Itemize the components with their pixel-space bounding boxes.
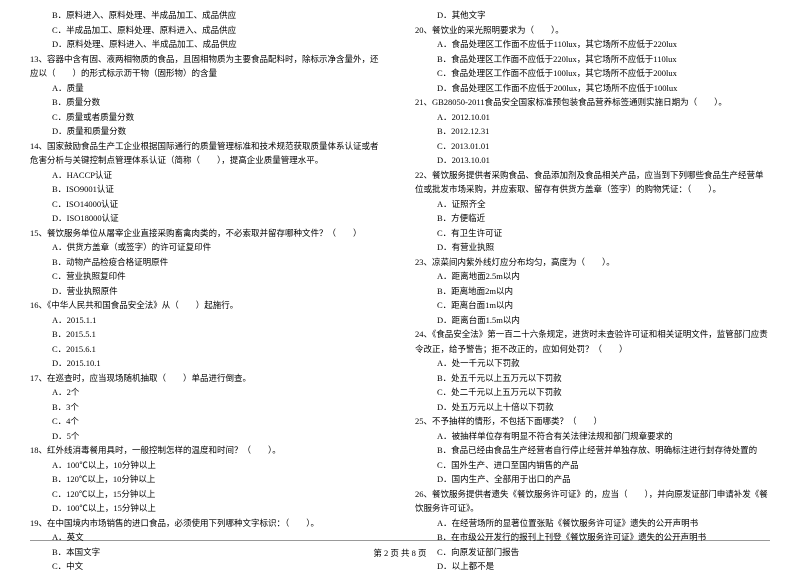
option-line: A．在经营场所的显著位置张贴《餐饮服务许可证》遗失的公开声明书 — [415, 516, 770, 531]
question-line: 21、GB28050-2011食品安全国家标准预包装食品营养标签通则实施日期为（… — [415, 95, 770, 110]
option-line: B．ISO9001认证 — [30, 182, 385, 197]
option-line: A．2015.1.1 — [30, 313, 385, 328]
option-line: D．ISO18000认证 — [30, 211, 385, 226]
option-line: B．食品已经由食品生产经营者自行停止经营并单独存放、明确标注进行封存待处置的 — [415, 443, 770, 458]
option-line: C．4个 — [30, 414, 385, 429]
question-line: 25、不予抽样的情形，不包括下面哪类？（ ） — [415, 414, 770, 429]
option-line: D．其他文字 — [415, 8, 770, 23]
question-line: 14、国家鼓励食品生产工企业根据国际通行的质量管理标准和技术规范获取质量体系认证… — [30, 139, 385, 168]
option-line: C．国外生产、进口至国内销售的产品 — [415, 458, 770, 473]
option-line: B．食品处理区工作面不应低于220lux，其它场所不应低于110lux — [415, 52, 770, 67]
question-line: 18、红外线消毒餐用具时，一般控制怎样的温度和时间？（ ）。 — [30, 443, 385, 458]
option-line: D．100℃以上，15分钟以上 — [30, 501, 385, 516]
option-line: C．半成品加工、原料处理、原料进入、成品供应 — [30, 23, 385, 38]
option-line: C．距离台面1m以内 — [415, 298, 770, 313]
option-line: C．120℃以上，15分钟以上 — [30, 487, 385, 502]
option-line: A．处一千元以下罚款 — [415, 356, 770, 371]
page-footer: 第 2 页 共 8 页 — [0, 547, 800, 559]
option-line: D．营业执照原件 — [30, 284, 385, 299]
option-line: C．质量或者质量分数 — [30, 110, 385, 125]
option-line: D．以上都不是 — [415, 559, 770, 574]
question-line: 20、餐饮业的采光照明要求为（ ）。 — [415, 23, 770, 38]
option-line: A．2012.10.01 — [415, 110, 770, 125]
option-line: D．5个 — [30, 429, 385, 444]
option-line: C．处二千元以上五万元以下罚款 — [415, 385, 770, 400]
option-line: C．中文 — [30, 559, 385, 574]
option-line: D．处五万元以上十倍以下罚款 — [415, 400, 770, 415]
option-line: B．距离地面2m以内 — [415, 284, 770, 299]
option-line: A．2个 — [30, 385, 385, 400]
question-line: 13、容器中含有固、液两相物质的食品，且固相物质为主要食品配料时，除标示净含量外… — [30, 52, 385, 81]
option-line: B．2015.5.1 — [30, 327, 385, 342]
option-line: A．被抽样单位存有明显不符合有关法律法规和部门规章要求的 — [415, 429, 770, 444]
option-line: C．2013.01.01 — [415, 139, 770, 154]
option-line: C．有卫生许可证 — [415, 226, 770, 241]
option-line: B．处五千元以上五万元以下罚款 — [415, 371, 770, 386]
option-line: D．质量和质量分数 — [30, 124, 385, 139]
option-line: B．动物产品检疫合格证明原件 — [30, 255, 385, 270]
option-line: A．HACCP认证 — [30, 168, 385, 183]
left-column: B．原料进入、原料处理、半成品加工、成品供应C．半成品加工、原料处理、原料进入、… — [30, 8, 400, 540]
question-line: 26、餐饮服务提供者遗失《餐饮服务许可证》的，应当（ ），并向原发证部门申请补发… — [415, 487, 770, 516]
page-container: B．原料进入、原料处理、半成品加工、成品供应C．半成品加工、原料处理、原料进入、… — [0, 0, 800, 540]
option-line: C．ISO14000认证 — [30, 197, 385, 212]
option-line: B．120℃以上，10分钟以上 — [30, 472, 385, 487]
option-line: B．在市级公开发行的报刊上刊登《餐饮服务许可证》遗失的公开声明书 — [415, 530, 770, 545]
option-line: B．2012.12.31 — [415, 124, 770, 139]
option-line: A．食品处理区工作面不应低于110lux，其它场所不应低于220lux — [415, 37, 770, 52]
question-line: 22、餐饮服务提供者采购食品、食品添加剂及食品相关产品，应当到下列哪些食品生产经… — [415, 168, 770, 197]
option-line: C．食品处理区工作面不应低于100lux，其它场所不应低于200lux — [415, 66, 770, 81]
option-line: A．英文 — [30, 530, 385, 545]
option-line: D．国内生产、全部用于出口的产品 — [415, 472, 770, 487]
option-line: C．营业执照复印件 — [30, 269, 385, 284]
option-line: B．3个 — [30, 400, 385, 415]
option-line: D．有营业执照 — [415, 240, 770, 255]
option-line: D．原料处理、原料进入、半成品加工、成品供应 — [30, 37, 385, 52]
question-line: 24、《食品安全法》第一百二十六条规定，进货时未查验许可证和相关证明文件，监管部… — [415, 327, 770, 356]
right-column: D．其他文字20、餐饮业的采光照明要求为（ ）。A．食品处理区工作面不应低于11… — [400, 8, 770, 540]
question-line: 19、在中国境内市场销售的进口食品，必须使用下列哪种文字标识：（ ）。 — [30, 516, 385, 531]
option-line: A．质量 — [30, 81, 385, 96]
option-line: D．距离台面1.5m以内 — [415, 313, 770, 328]
option-line: D．2015.10.1 — [30, 356, 385, 371]
option-line: D．2013.10.01 — [415, 153, 770, 168]
question-line: 16、《中华人民共和国食品安全法》从（ ）起施行。 — [30, 298, 385, 313]
option-line: A．供货方盖章（或签字）的许可证复印件 — [30, 240, 385, 255]
question-line: 15、餐饮服务单位从屠宰企业直接采购畜禽肉类的，不必索取并留存哪种文件？（ ） — [30, 226, 385, 241]
option-line: B．原料进入、原料处理、半成品加工、成品供应 — [30, 8, 385, 23]
option-line: C．2015.6.1 — [30, 342, 385, 357]
option-line: A．距离地面2.5m以内 — [415, 269, 770, 284]
option-line: D．食品处理区工作面不应低于200lux，其它场所不应低于100lux — [415, 81, 770, 96]
option-line: B．质量分数 — [30, 95, 385, 110]
option-line: A．证照齐全 — [415, 197, 770, 212]
question-line: 17、在巡查时，应当现场随机抽取（ ）单品进行倒查。 — [30, 371, 385, 386]
option-line: B．方便临近 — [415, 211, 770, 226]
question-line: 23、凉菜间内紫外线灯应分布均匀，高度为（ ）。 — [415, 255, 770, 270]
option-line: A．100℃以上，10分钟以上 — [30, 458, 385, 473]
